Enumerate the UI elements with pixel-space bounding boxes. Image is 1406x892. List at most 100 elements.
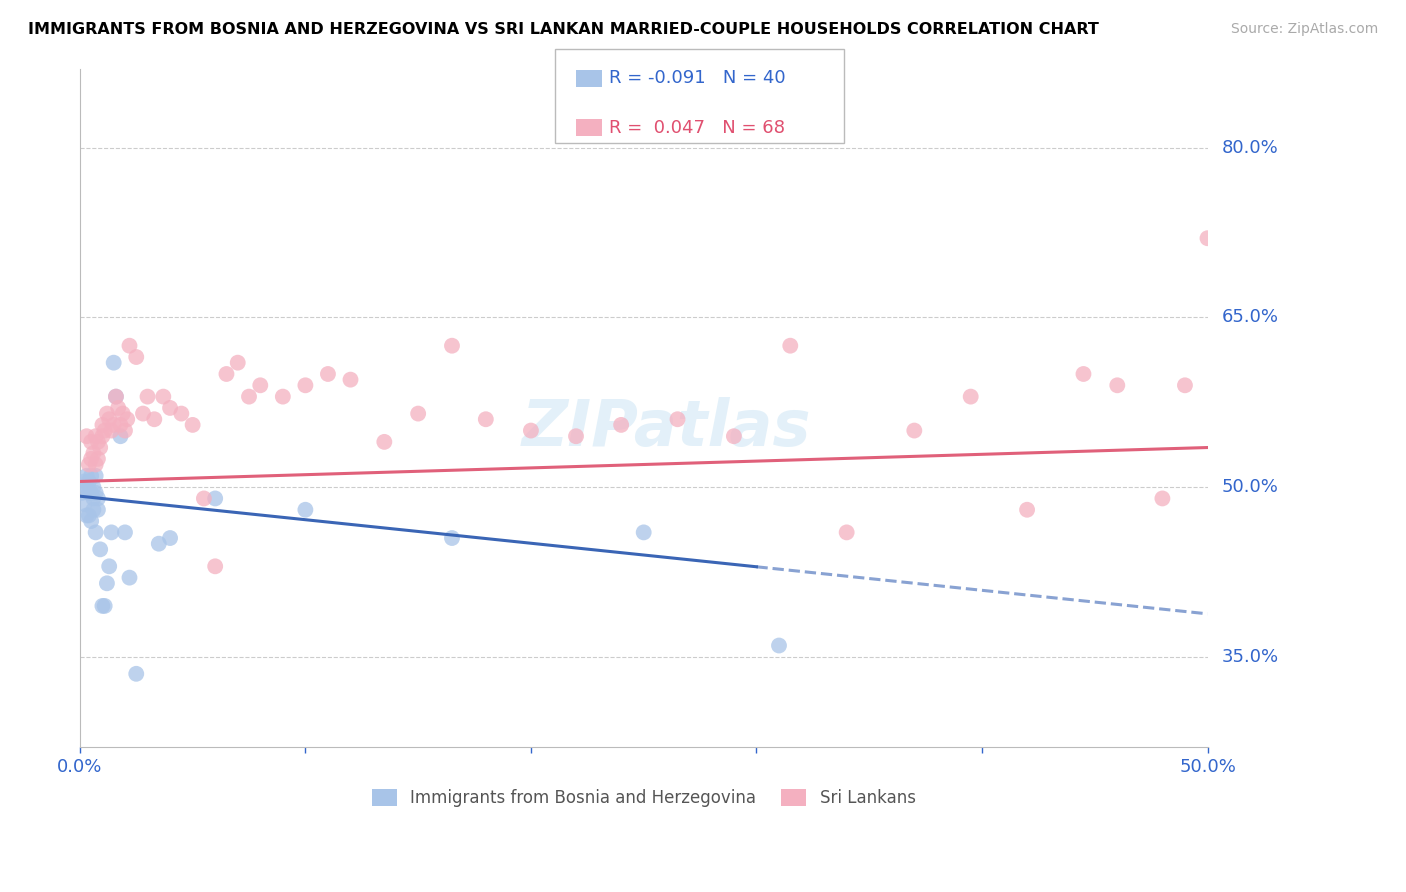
Point <box>77 475 100 489</box>
Point <box>84 485 107 500</box>
Point <box>111 407 134 421</box>
Point <box>1354 395 1376 409</box>
Point <box>835 525 858 540</box>
Point <box>373 434 395 449</box>
Text: 50.0%: 50.0% <box>1222 478 1278 496</box>
Point <box>143 412 166 426</box>
Text: R =  0.047   N = 68: R = 0.047 N = 68 <box>609 119 785 136</box>
Point <box>115 412 138 426</box>
Text: IMMIGRANTS FROM BOSNIA AND HERZEGOVINA VS SRI LANKAN MARRIED-COUPLE HOUSEHOLDS C: IMMIGRANTS FROM BOSNIA AND HERZEGOVINA V… <box>28 22 1099 37</box>
Point <box>1174 378 1197 392</box>
Point <box>1286 424 1309 438</box>
Point <box>82 446 104 460</box>
Point <box>249 378 271 392</box>
Text: R = -0.091   N = 40: R = -0.091 N = 40 <box>609 70 786 87</box>
Point <box>80 468 103 483</box>
Point <box>91 417 114 432</box>
Point <box>96 576 118 591</box>
Point <box>226 356 249 370</box>
Point <box>132 407 155 421</box>
Point <box>125 350 148 364</box>
Point <box>70 485 93 500</box>
Point <box>80 434 103 449</box>
Point <box>77 485 100 500</box>
Point <box>193 491 215 506</box>
Point <box>148 537 170 551</box>
Point <box>520 424 543 438</box>
Point <box>1309 429 1331 443</box>
Point <box>73 497 96 511</box>
Point <box>1241 639 1264 653</box>
Point <box>238 390 260 404</box>
Point <box>1197 231 1219 245</box>
Point <box>440 531 463 545</box>
Point <box>98 559 121 574</box>
Point <box>89 441 111 455</box>
Point <box>1219 412 1241 426</box>
Point <box>159 401 181 415</box>
Point <box>110 417 132 432</box>
Point <box>1241 401 1264 415</box>
Point <box>103 356 125 370</box>
Point <box>118 571 141 585</box>
Point <box>406 407 429 421</box>
Point <box>779 339 801 353</box>
Point <box>125 666 148 681</box>
Point <box>77 508 100 523</box>
Point <box>96 407 118 421</box>
Point <box>76 468 98 483</box>
Point <box>73 475 96 489</box>
Point <box>87 451 110 466</box>
Point <box>114 424 136 438</box>
Point <box>76 508 98 523</box>
Point <box>84 468 107 483</box>
Point <box>136 390 159 404</box>
Point <box>87 434 110 449</box>
Point <box>181 417 204 432</box>
Text: ZIPatlas: ZIPatlas <box>522 397 811 459</box>
Point <box>93 424 115 438</box>
Point <box>104 390 127 404</box>
Point <box>76 429 98 443</box>
Point <box>294 502 316 516</box>
Point <box>103 417 125 432</box>
Point <box>84 525 107 540</box>
Point <box>84 458 107 472</box>
Point <box>294 378 316 392</box>
Point <box>87 502 110 516</box>
Point <box>271 390 294 404</box>
Point <box>159 531 181 545</box>
Point <box>316 367 339 381</box>
Point <box>339 373 361 387</box>
Point <box>98 412 121 426</box>
Point <box>1264 390 1286 404</box>
Text: 35.0%: 35.0% <box>1222 648 1278 665</box>
Point <box>903 424 925 438</box>
Point <box>1073 367 1095 381</box>
Point <box>76 480 98 494</box>
Point <box>84 429 107 443</box>
Text: 80.0%: 80.0% <box>1222 139 1278 157</box>
Point <box>440 339 463 353</box>
Point <box>1107 378 1129 392</box>
Point <box>80 485 103 500</box>
Point <box>170 407 193 421</box>
Point <box>633 525 655 540</box>
Point <box>1152 491 1174 506</box>
Point <box>104 390 127 404</box>
Point <box>1017 502 1039 516</box>
Point <box>82 491 104 506</box>
Point <box>91 429 114 443</box>
Point <box>1331 429 1354 443</box>
Point <box>80 514 103 528</box>
Point <box>959 390 981 404</box>
Text: 65.0%: 65.0% <box>1222 309 1278 326</box>
Point <box>475 412 498 426</box>
Point <box>114 525 136 540</box>
Point <box>565 429 588 443</box>
Point <box>215 367 238 381</box>
Point <box>723 429 745 443</box>
Point <box>87 491 110 506</box>
Legend: Immigrants from Bosnia and Herzegovina, Sri Lankans: Immigrants from Bosnia and Herzegovina, … <box>366 782 922 814</box>
Point <box>204 559 226 574</box>
